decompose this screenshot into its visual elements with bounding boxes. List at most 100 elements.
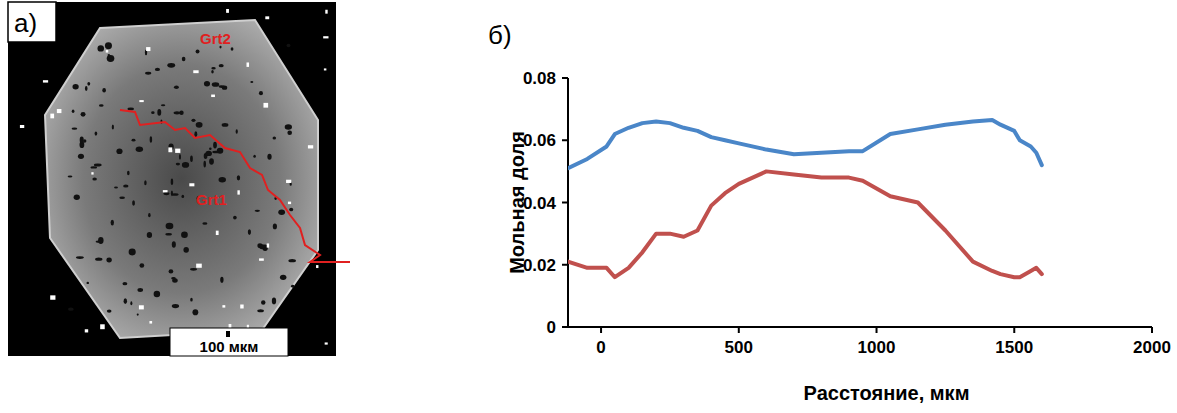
y-tick: [562, 139, 568, 141]
inclusion: [68, 176, 73, 178]
inclusion: [179, 154, 181, 160]
y-tick: [562, 326, 568, 328]
crystal: [45, 20, 318, 338]
inclusion: [272, 298, 276, 305]
series-line: [568, 171, 1042, 277]
inclusion: [148, 213, 151, 217]
grain: [196, 264, 202, 268]
grain: [163, 190, 168, 192]
inclusion: [212, 82, 219, 87]
inclusion: [209, 147, 212, 150]
inclusion: [78, 154, 84, 159]
inclusion: [74, 194, 80, 199]
inclusion: [255, 210, 260, 212]
plot-area: [568, 120, 1042, 277]
inclusion: [190, 156, 193, 162]
inclusion: [222, 123, 229, 127]
inclusion: [174, 111, 181, 114]
inclusion: [95, 258, 102, 261]
inclusion: [145, 72, 151, 75]
scale-bar: [226, 331, 230, 337]
inclusion: [80, 137, 84, 144]
x-tick-label: 1500: [995, 338, 1033, 357]
inclusion: [114, 186, 118, 188]
grain: [100, 324, 105, 329]
grain: [168, 147, 172, 152]
inclusion: [233, 216, 237, 220]
x-tick-label: 500: [725, 338, 753, 357]
inclusion: [90, 166, 97, 168]
grain: [325, 342, 328, 344]
y-axis-title: Мольная доля: [506, 131, 528, 274]
inclusion: [137, 314, 139, 316]
inclusion: [181, 231, 188, 238]
inclusion: [248, 229, 251, 235]
grain: [57, 109, 62, 113]
inclusion: [172, 241, 176, 248]
inclusion: [219, 85, 225, 88]
scale-box: [170, 328, 288, 356]
image-background: [8, 2, 336, 356]
inclusion: [107, 310, 112, 313]
inclusion: [182, 162, 189, 168]
inclusion: [209, 158, 214, 164]
inclusion: [171, 179, 173, 185]
inclusion: [132, 139, 136, 142]
grain: [288, 202, 291, 204]
x-tick-label: 1000: [858, 338, 896, 357]
inclusion: [219, 177, 226, 182]
grain: [211, 95, 215, 98]
inclusion: [87, 82, 90, 86]
inclusion: [261, 300, 265, 305]
inclusion: [259, 91, 263, 95]
grain: [316, 265, 318, 268]
inclusion: [237, 175, 240, 180]
zone-label: Grt1: [196, 191, 227, 208]
inclusion: [204, 81, 210, 87]
inclusion: [250, 81, 253, 83]
inclusion: [98, 45, 104, 51]
inclusion: [196, 50, 200, 54]
inclusion: [273, 224, 277, 230]
inclusion: [190, 268, 197, 271]
grain: [146, 47, 150, 51]
inclusion: [99, 104, 104, 106]
figure: Grt2Grt1а)100 мкмб)050010001500200000.02…: [0, 0, 1177, 413]
grain: [85, 329, 88, 332]
inclusion: [253, 155, 256, 158]
inclusion: [108, 54, 110, 56]
inclusion: [220, 277, 223, 283]
inclusion: [183, 247, 188, 253]
inclusion: [123, 184, 128, 187]
inclusion: [128, 108, 134, 111]
inclusion: [169, 269, 174, 273]
x-tick: [600, 327, 602, 333]
y-tick: [562, 202, 568, 204]
panel-letter: а): [14, 8, 37, 38]
y-tick-label: 0.08: [523, 69, 556, 88]
inclusion: [105, 42, 112, 49]
inclusion: [72, 84, 78, 89]
inclusion: [278, 209, 285, 215]
inclusion: [94, 163, 102, 166]
grain: [323, 36, 328, 38]
inclusion: [72, 109, 75, 113]
boundary-line: [120, 110, 350, 262]
x-tick-label: 2000: [1133, 338, 1171, 357]
grain: [267, 243, 269, 247]
grain: [240, 305, 243, 309]
zone-label: Grt2: [200, 30, 231, 47]
inclusion: [95, 132, 98, 136]
inclusion: [174, 86, 179, 90]
inclusion: [212, 151, 219, 153]
inclusion: [155, 68, 160, 71]
inclusion: [102, 88, 106, 92]
inclusion: [289, 208, 293, 212]
inclusion: [192, 309, 198, 315]
grain: [175, 149, 180, 153]
grain: [91, 172, 93, 174]
grain: [286, 180, 291, 183]
inclusion: [191, 119, 195, 122]
inclusion: [136, 147, 143, 152]
scale-label: 100 мкм: [200, 338, 259, 355]
